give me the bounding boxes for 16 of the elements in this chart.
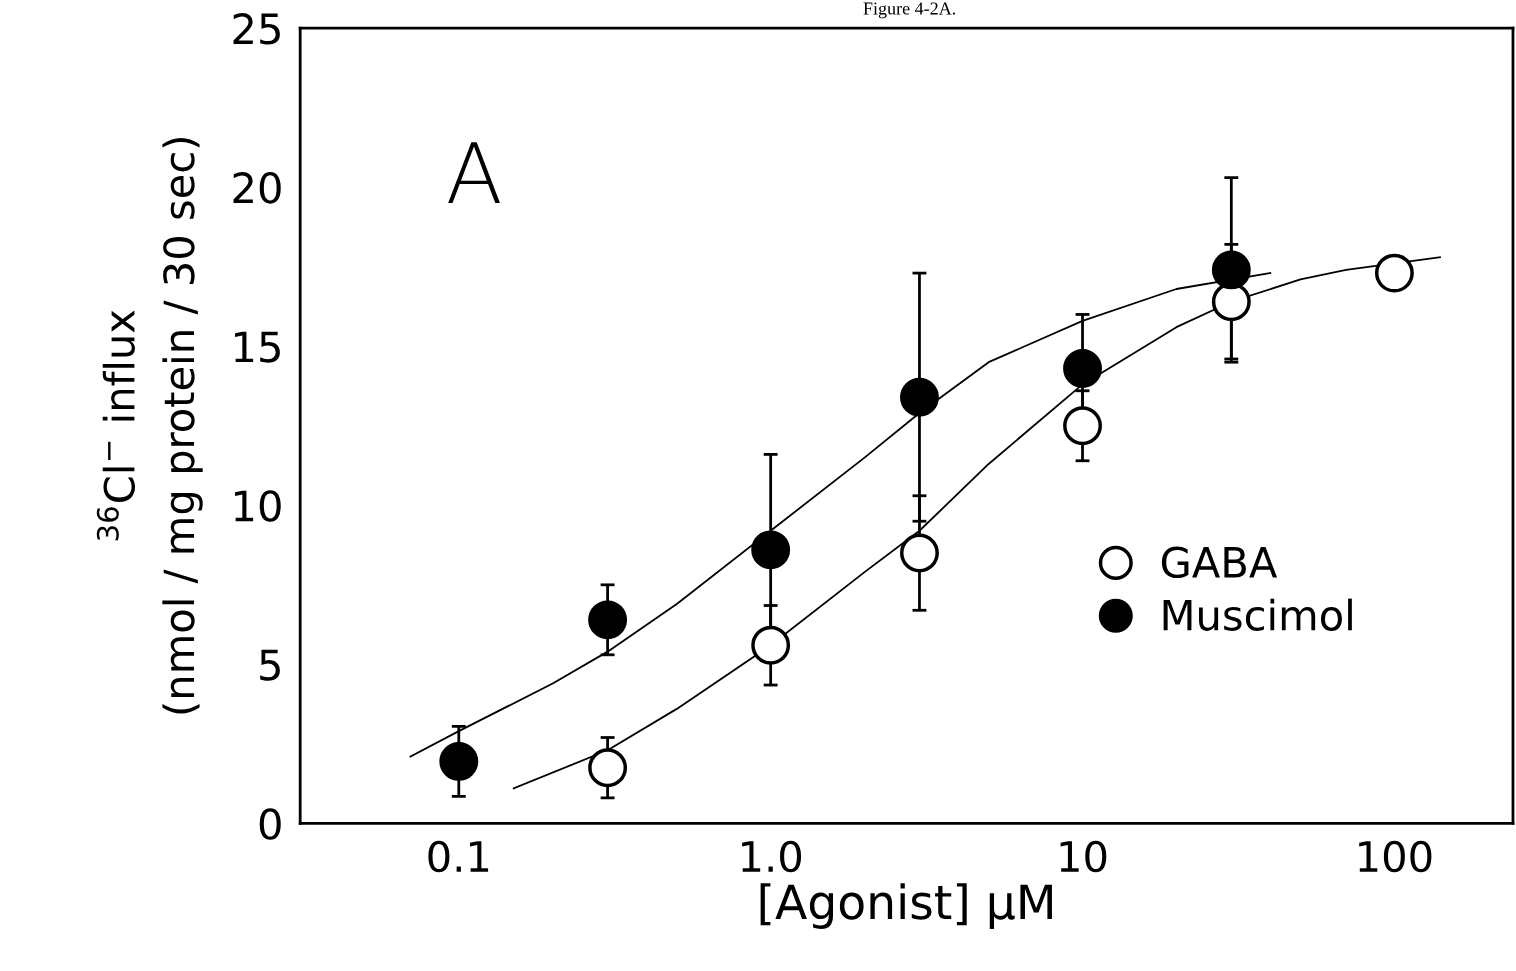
legend-label: GABA (1161, 546, 1278, 579)
x-tick-label: 0.1 (428, 840, 489, 873)
x-tick-label: 100 (1359, 840, 1432, 873)
y-tick-label: 15 (235, 331, 280, 363)
y-tick-label: 0 (259, 808, 281, 840)
y-tick-label: 20 (233, 172, 281, 204)
y-tick-label: 5 (260, 649, 280, 681)
annotation: A (448, 142, 500, 204)
y-tick-label: 10 (235, 490, 281, 522)
y-axis-title: $^{36}$Cl$^{−}$ influx (nmol / mg protein / 30 sec) (96, 138, 203, 714)
x-tick-label: 1.0 (742, 840, 802, 873)
y-tick-label: 25 (233, 13, 280, 45)
legend-label: Muscimol (1163, 598, 1352, 631)
x-axis-title: [Agonist] µM (760, 883, 1052, 929)
chart-title: Figure 4-2A. (863, 2, 956, 19)
x-tick-label: 10 (1060, 840, 1107, 873)
